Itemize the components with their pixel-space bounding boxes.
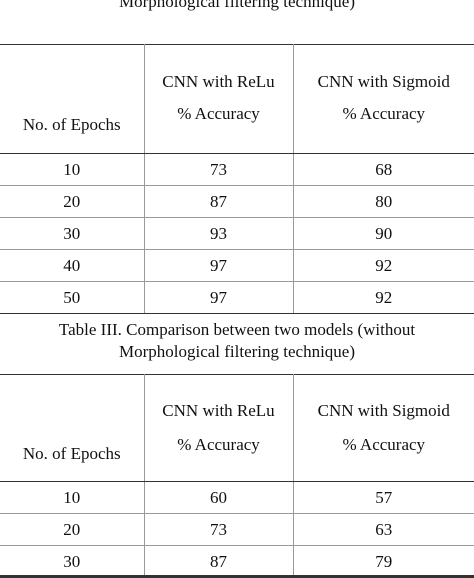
cell-epochs: 10: [0, 153, 145, 186]
table-row: 20 73 63: [0, 513, 474, 546]
cell-epochs: 20: [0, 513, 145, 546]
cell-relu: 73: [143, 513, 294, 546]
cell-relu: 93: [143, 217, 294, 250]
table2-col-relu: CNN with ReLu: [162, 72, 275, 91]
table3-bottom-rule: [0, 575, 474, 577]
table3-caption-line1: Table III. Comparison between two models…: [58, 320, 416, 339]
table3-caption: Table III. Comparison between two models…: [0, 319, 474, 363]
cell-relu: 73: [143, 153, 294, 186]
table3-header-relu: CNN with ReLu % Accuracy: [143, 374, 294, 482]
cell-relu: 97: [143, 281, 294, 314]
cell-sigmoid: 63: [292, 513, 474, 546]
cell-epochs: 10: [0, 481, 145, 514]
cell-relu: 87: [143, 185, 294, 218]
table-row: 20 87 80: [0, 185, 474, 218]
cell-epochs: 30: [0, 545, 145, 578]
cell-epochs: 40: [0, 249, 145, 282]
table3-sub-relu: % Accuracy: [177, 435, 260, 454]
table3-caption-line2: Morphological filtering technique): [118, 342, 356, 361]
table2-caption-line2: Morphological filtering technique): [118, 0, 356, 11]
cell-epochs: 20: [0, 185, 145, 218]
table-row: 30 87 79: [0, 545, 474, 578]
table2-sub-sigmoid: % Accuracy: [342, 104, 426, 123]
table3-header-row: No. of Epochs CNN with ReLu % Accuracy C…: [0, 374, 474, 482]
cell-sigmoid: 80: [292, 185, 474, 218]
table2-header-epochs: No. of Epochs: [0, 44, 145, 154]
table-row: 30 93 90: [0, 217, 474, 250]
cell-sigmoid: 90: [292, 217, 474, 250]
cell-sigmoid: 68: [292, 153, 474, 186]
table3: No. of Epochs CNN with ReLu % Accuracy C…: [0, 374, 474, 578]
table2-caption: Morphological filtering technique): [0, 0, 474, 13]
cell-sigmoid: 79: [292, 545, 474, 578]
cell-relu: 87: [143, 545, 294, 578]
table3-col-sigmoid: CNN with Sigmoid: [317, 401, 450, 420]
cell-relu: 60: [143, 481, 294, 514]
cell-sigmoid: 57: [292, 481, 474, 514]
table3-sub-sigmoid: % Accuracy: [342, 435, 426, 454]
table3-col-relu: CNN with ReLu: [162, 401, 275, 420]
cell-epochs: 30: [0, 217, 145, 250]
table2-sub-relu: % Accuracy: [177, 104, 260, 123]
table3-header-epochs: No. of Epochs: [0, 374, 145, 482]
cell-epochs: 50: [0, 281, 145, 314]
table2-header-relu: CNN with ReLu % Accuracy: [143, 44, 294, 154]
table2: No. of Epochs CNN with ReLu % Accuracy C…: [0, 44, 474, 314]
cell-sigmoid: 92: [292, 281, 474, 314]
table-row: 10 73 68: [0, 153, 474, 186]
table-row: 40 97 92: [0, 249, 474, 282]
table2-header-row: No. of Epochs CNN with ReLu % Accuracy C…: [0, 44, 474, 154]
table2-col-sigmoid: CNN with Sigmoid: [317, 72, 450, 91]
table2-header-sigmoid: CNN with Sigmoid % Accuracy: [292, 44, 474, 154]
table-row: 50 97 92: [0, 281, 474, 314]
cell-sigmoid: 92: [292, 249, 474, 282]
table-row: 10 60 57: [0, 481, 474, 514]
cell-relu: 97: [143, 249, 294, 282]
table3-col-epochs: No. of Epochs: [22, 444, 121, 463]
table2-col-epochs: No. of Epochs: [22, 115, 121, 134]
table3-header-sigmoid: CNN with Sigmoid % Accuracy: [292, 374, 474, 482]
